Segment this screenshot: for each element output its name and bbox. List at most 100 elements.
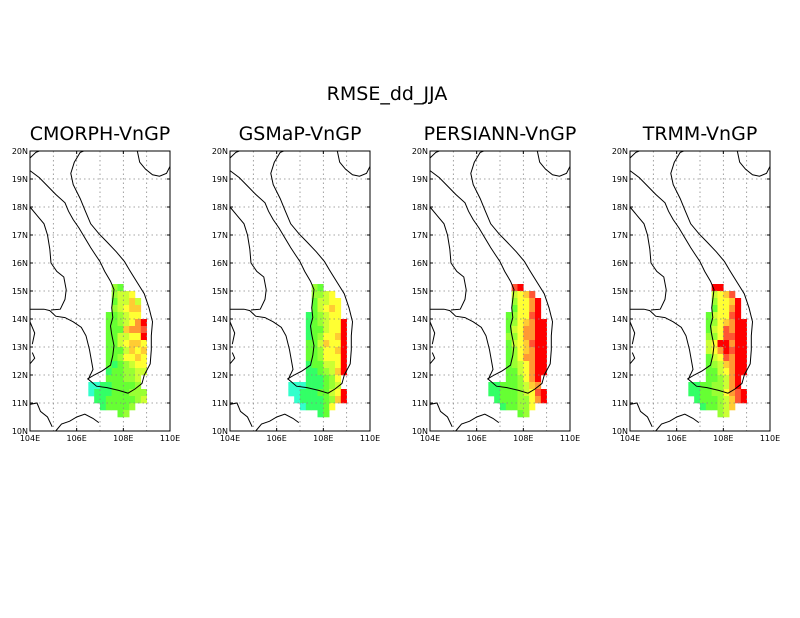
heat-cell bbox=[317, 340, 324, 348]
lat-tick-label: 20N bbox=[412, 147, 428, 156]
heat-cell bbox=[535, 368, 542, 376]
heat-cell bbox=[340, 368, 347, 376]
heat-cell bbox=[329, 340, 336, 348]
lon-tick-label: 104E bbox=[220, 434, 240, 443]
border-line bbox=[455, 413, 500, 432]
lat-tick-label: 13N bbox=[412, 343, 428, 352]
heat-cell bbox=[129, 389, 136, 397]
lat-tick-label: 19N bbox=[12, 175, 28, 184]
heat-cell bbox=[535, 375, 542, 383]
lat-tick-label: 17N bbox=[412, 231, 428, 240]
lat-tick-label: 14N bbox=[412, 315, 428, 324]
lat-tick-label: 10N bbox=[612, 427, 628, 436]
heat-cell bbox=[329, 354, 336, 362]
lat-tick-label: 12N bbox=[12, 371, 28, 380]
heat-cell bbox=[129, 291, 136, 299]
heat-cell bbox=[317, 298, 324, 306]
heat-cell bbox=[529, 382, 536, 390]
heat-cell bbox=[735, 354, 742, 362]
heat-cell bbox=[711, 284, 718, 292]
heat-cell bbox=[535, 389, 542, 397]
heat-cell bbox=[111, 403, 118, 411]
heat-cell bbox=[688, 382, 695, 390]
heat-cell bbox=[517, 375, 524, 383]
heat-cell bbox=[300, 396, 307, 404]
map-panel-gsmap: GSMaP-VnGP 20N 19N 18N 17N 16N 15N 14N 13N 12N 11N… bbox=[212, 123, 380, 443]
heat-cell bbox=[717, 375, 724, 383]
border-line bbox=[55, 413, 100, 432]
heat-cell bbox=[329, 298, 336, 306]
heat-cell bbox=[323, 382, 330, 390]
heat-cell bbox=[505, 396, 512, 404]
heat-cell bbox=[105, 382, 112, 390]
heat-cell bbox=[523, 354, 530, 362]
heat-cell bbox=[723, 312, 730, 320]
heat-cell bbox=[335, 298, 342, 306]
coastline bbox=[30, 150, 154, 394]
heat-cell bbox=[494, 382, 501, 390]
lat-tick-label: 10N bbox=[212, 427, 228, 436]
heat-cell bbox=[535, 382, 542, 390]
heat-cell bbox=[111, 326, 118, 334]
heat-cell bbox=[540, 333, 547, 341]
lat-tick-label: 12N bbox=[412, 371, 428, 380]
heat-cell bbox=[335, 361, 342, 369]
heat-cell bbox=[529, 291, 536, 299]
heat-cell bbox=[517, 333, 524, 341]
heat-cell bbox=[340, 333, 347, 341]
lat-tick-label: 20N bbox=[212, 147, 228, 156]
heat-cell bbox=[317, 333, 324, 341]
heat-cell bbox=[505, 354, 512, 362]
heat-cell bbox=[305, 403, 312, 411]
lon-tick-label: 110E bbox=[560, 434, 580, 443]
heat-cell bbox=[111, 291, 118, 299]
heat-cell bbox=[329, 291, 336, 299]
heat-cell bbox=[335, 340, 342, 348]
heat-cell bbox=[517, 326, 524, 334]
heat-cell bbox=[117, 389, 124, 397]
heat-cell bbox=[317, 312, 324, 320]
border-line bbox=[629, 170, 715, 380]
heat-cell bbox=[323, 347, 330, 355]
heat-cell bbox=[300, 403, 307, 411]
heat-cell bbox=[335, 333, 342, 341]
heat-cell bbox=[535, 361, 542, 369]
heat-cell bbox=[129, 382, 136, 390]
heat-cell bbox=[300, 382, 307, 390]
heat-cell bbox=[117, 298, 124, 306]
heat-cell bbox=[540, 361, 547, 369]
border-line bbox=[629, 352, 636, 365]
heat-cell bbox=[705, 340, 712, 348]
heat-cell bbox=[694, 396, 701, 404]
heat-cell bbox=[717, 312, 724, 320]
heat-cell bbox=[700, 382, 707, 390]
heat-cell bbox=[129, 354, 136, 362]
heat-cell bbox=[140, 319, 147, 327]
heat-cell bbox=[323, 291, 330, 299]
heat-cell bbox=[323, 319, 330, 327]
heat-cell bbox=[740, 319, 747, 327]
heat-cell bbox=[111, 382, 118, 390]
heat-cell bbox=[323, 333, 330, 341]
heat-cell bbox=[717, 347, 724, 355]
heat-cell bbox=[529, 368, 536, 376]
heat-cell bbox=[317, 326, 324, 334]
lat-tick-label: 12N bbox=[212, 371, 228, 380]
heat-cell bbox=[340, 354, 347, 362]
heat-cell bbox=[311, 333, 318, 341]
coastline bbox=[430, 150, 554, 394]
heat-cell bbox=[523, 340, 530, 348]
heat-cell bbox=[500, 396, 507, 404]
heat-cell bbox=[729, 298, 736, 306]
heat-cell bbox=[735, 312, 742, 320]
heat-cell bbox=[523, 291, 530, 299]
heat-cell bbox=[335, 354, 342, 362]
heat-cell bbox=[729, 361, 736, 369]
heat-cell bbox=[511, 396, 518, 404]
heat-cell bbox=[305, 375, 312, 383]
heat-cell bbox=[517, 284, 524, 292]
heat-cell bbox=[129, 319, 136, 327]
heat-cell bbox=[523, 347, 530, 355]
lat-tick-label: 16N bbox=[12, 259, 28, 268]
heat-cell bbox=[117, 340, 124, 348]
